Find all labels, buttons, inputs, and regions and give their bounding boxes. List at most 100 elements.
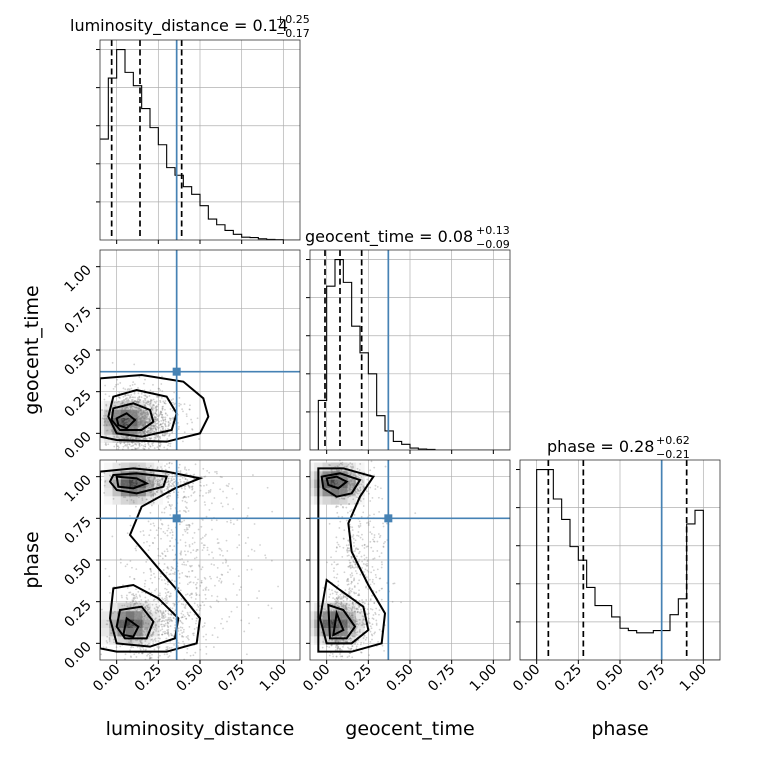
sample-point	[188, 524, 190, 526]
sample-point	[184, 605, 186, 607]
sample-point	[195, 463, 197, 465]
sample-point	[106, 424, 108, 426]
sample-point	[119, 408, 121, 410]
sample-point	[226, 540, 228, 542]
sample-point	[165, 616, 167, 618]
sample-point	[178, 570, 180, 572]
sample-point	[369, 514, 371, 516]
sample-point	[198, 438, 200, 440]
sample-point	[330, 556, 332, 558]
sample-point	[347, 472, 349, 474]
sample-point	[132, 381, 134, 383]
sample-point	[134, 397, 136, 399]
sample-point	[245, 542, 247, 544]
sample-point	[148, 643, 150, 645]
sample-point	[160, 611, 162, 613]
sample-point	[336, 465, 338, 467]
sample-point	[167, 566, 169, 568]
sample-point	[352, 561, 354, 563]
sample-point	[143, 477, 145, 479]
sample-point	[178, 470, 180, 472]
sample-point	[377, 641, 379, 643]
sample-point	[325, 612, 327, 614]
sample-point	[220, 476, 222, 478]
sample-point	[94, 644, 96, 646]
sample-point	[149, 545, 151, 547]
sample-point	[155, 435, 157, 437]
sample-point	[136, 597, 138, 599]
sample-point	[106, 636, 108, 638]
sample-point	[166, 497, 168, 499]
sample-point	[356, 535, 358, 537]
sample-point	[178, 405, 180, 407]
sample-point	[143, 486, 145, 488]
sample-point	[135, 407, 137, 409]
sample-point	[352, 645, 354, 647]
sample-point	[159, 592, 161, 594]
sample-point	[336, 648, 338, 650]
sample-point	[334, 471, 336, 473]
sample-point	[156, 479, 158, 481]
sample-point	[333, 490, 335, 492]
sample-point	[165, 417, 167, 419]
sample-point	[163, 569, 165, 571]
sample-point	[342, 487, 344, 489]
sample-point	[364, 624, 366, 626]
title-phase-sub: −0.21	[656, 448, 690, 461]
sample-point	[125, 417, 127, 419]
sample-point	[150, 403, 152, 405]
sample-point	[155, 617, 157, 619]
sample-point	[346, 603, 348, 605]
sample-point	[167, 550, 169, 552]
sample-point	[124, 612, 126, 614]
sample-point	[165, 473, 167, 475]
sample-point	[236, 519, 238, 521]
sample-point	[167, 428, 169, 430]
sample-point	[183, 631, 185, 633]
sample-point	[180, 539, 182, 541]
sample-point	[333, 483, 335, 485]
sample-point	[174, 604, 176, 606]
sample-point	[240, 586, 242, 588]
sample-point	[138, 376, 140, 378]
sample-point	[226, 550, 228, 552]
sample-point	[141, 499, 143, 501]
sample-point	[254, 550, 256, 552]
sample-point	[212, 557, 214, 559]
sample-point	[181, 572, 183, 574]
sample-point	[133, 412, 135, 414]
sample-point	[336, 470, 338, 472]
sample-point	[374, 444, 376, 446]
sample-point	[138, 611, 140, 613]
sample-point	[172, 410, 174, 412]
sample-point	[165, 403, 167, 405]
sample-point	[105, 405, 107, 407]
sample-point	[113, 476, 115, 478]
sample-point	[129, 576, 131, 578]
sample-point	[186, 469, 188, 471]
sample-point	[192, 482, 194, 484]
sample-point	[125, 409, 127, 411]
sample-point	[360, 609, 362, 611]
sample-point	[187, 583, 189, 585]
sample-point	[338, 516, 340, 518]
sample-point	[202, 537, 204, 539]
sample-point	[342, 664, 344, 666]
sample-point	[135, 588, 137, 590]
sample-point	[116, 630, 118, 632]
sample-point	[217, 636, 219, 638]
sample-point	[379, 556, 381, 558]
sample-point	[343, 600, 345, 602]
sample-point	[370, 571, 372, 573]
sample-point	[368, 654, 370, 656]
sample-point	[204, 544, 206, 546]
sample-point	[347, 578, 349, 580]
sample-point	[331, 645, 333, 647]
sample-point	[150, 465, 152, 467]
sample-point	[333, 576, 335, 578]
sample-point	[150, 432, 152, 434]
sample-point	[156, 628, 158, 630]
sample-point	[154, 629, 156, 631]
sample-point	[384, 541, 386, 543]
sample-point	[221, 550, 223, 552]
